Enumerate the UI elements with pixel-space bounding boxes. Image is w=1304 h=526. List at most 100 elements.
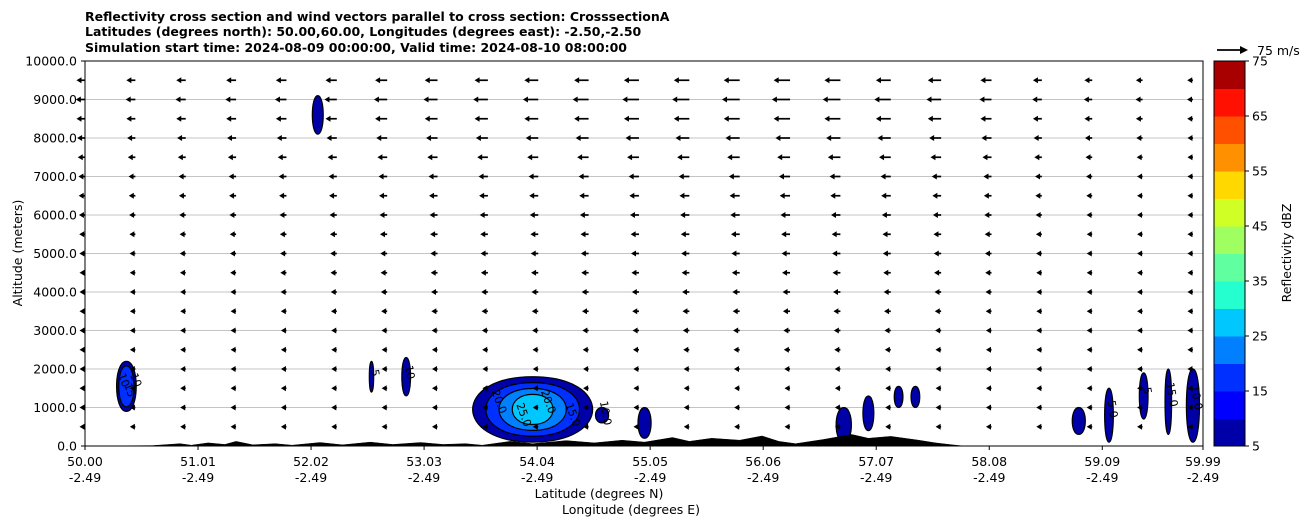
wind-vector bbox=[1137, 423, 1143, 430]
wind-vector bbox=[985, 423, 992, 430]
colorbar-tick-label: 55 bbox=[1252, 164, 1268, 179]
wind-vector bbox=[532, 327, 539, 334]
x-axis-ticks: 50.00-2.4951.01-2.4952.02-2.4953.03-2.49… bbox=[67, 446, 1221, 485]
wind-vector bbox=[1035, 231, 1042, 238]
wind-vector bbox=[885, 366, 891, 372]
wind-vector bbox=[827, 154, 841, 161]
wind-vector bbox=[1036, 269, 1042, 276]
wind-vector-head bbox=[1086, 423, 1092, 430]
wind-vector bbox=[935, 404, 942, 411]
wind-vector-head bbox=[1036, 346, 1042, 353]
wind-vector-head bbox=[877, 135, 883, 141]
wind-vector-head bbox=[79, 269, 85, 276]
wind-vector-head bbox=[834, 366, 840, 372]
wind-vector-head bbox=[730, 231, 736, 238]
quiver-key: 75 m/s bbox=[1217, 43, 1300, 58]
wind-vector bbox=[531, 289, 539, 295]
reflectivity-cell bbox=[637, 406, 652, 439]
wind-vector-head bbox=[731, 250, 737, 257]
wind-vector-head bbox=[529, 192, 535, 199]
wind-vector bbox=[934, 269, 942, 276]
wind-vector-head bbox=[79, 385, 85, 392]
wind-vector-head bbox=[672, 96, 678, 103]
wind-vector bbox=[280, 289, 287, 295]
y-tick-label: 8000.0 bbox=[33, 131, 77, 146]
wind-vector bbox=[279, 192, 287, 199]
wind-vector bbox=[179, 231, 186, 238]
wind-vector bbox=[631, 289, 639, 295]
wind-vector-head bbox=[822, 96, 828, 103]
wind-vector bbox=[331, 366, 337, 372]
wind-vector bbox=[881, 212, 891, 218]
wind-vector bbox=[984, 250, 992, 257]
wind-vector-head bbox=[480, 231, 486, 238]
wind-vector bbox=[280, 250, 287, 257]
wind-vector bbox=[426, 135, 438, 141]
wind-vector bbox=[230, 404, 237, 411]
wind-vector bbox=[1187, 404, 1193, 411]
wind-vector bbox=[683, 404, 690, 411]
wind-vector-head bbox=[479, 212, 485, 218]
wind-vector-head bbox=[1187, 269, 1193, 276]
wind-vector bbox=[1137, 346, 1143, 353]
wind-vector-head bbox=[623, 115, 629, 122]
wind-vector bbox=[428, 173, 438, 180]
wind-vector bbox=[381, 327, 388, 334]
wind-vector-head bbox=[731, 269, 737, 276]
wind-vector-head bbox=[330, 250, 336, 257]
wind-vector bbox=[280, 366, 287, 372]
wind-vector bbox=[834, 423, 841, 430]
wind-vector bbox=[628, 173, 639, 180]
wind-vector bbox=[1086, 366, 1093, 372]
wind-vector-head bbox=[935, 366, 941, 372]
colorbar-segment bbox=[1214, 308, 1245, 337]
wind-vector bbox=[579, 212, 589, 218]
wind-vector bbox=[330, 289, 337, 295]
wind-vector bbox=[127, 154, 136, 161]
wind-vector-head bbox=[1137, 231, 1143, 238]
contour-label: 5 bbox=[368, 368, 382, 377]
wind-vector-head bbox=[1036, 250, 1042, 257]
wind-vector-head bbox=[431, 346, 437, 353]
wind-vector bbox=[430, 250, 438, 257]
x-tick-label-lat: 51.01 bbox=[180, 454, 216, 469]
y-tick-label: 10000.0 bbox=[25, 54, 77, 69]
wind-vector-head bbox=[129, 212, 135, 218]
wind-vector-head bbox=[733, 327, 739, 334]
wind-vector-head bbox=[930, 154, 936, 161]
wind-vector-head bbox=[985, 404, 991, 411]
wind-vector-head bbox=[129, 308, 135, 315]
wind-vector-head bbox=[1086, 346, 1092, 353]
wind-vector-head bbox=[629, 212, 635, 218]
wind-vector bbox=[831, 231, 841, 238]
wind-vector bbox=[381, 346, 388, 353]
wind-vector bbox=[177, 154, 186, 161]
wind-vector bbox=[926, 96, 942, 103]
wind-vector-head bbox=[1034, 154, 1040, 161]
wind-vector bbox=[830, 192, 841, 199]
wind-vector bbox=[330, 308, 337, 315]
wind-vector bbox=[330, 269, 337, 276]
wind-vector bbox=[834, 404, 841, 411]
wind-vector bbox=[983, 173, 992, 180]
wind-vector bbox=[379, 231, 388, 238]
wind-vector bbox=[230, 385, 237, 392]
reflectivity-cell bbox=[893, 385, 904, 409]
wind-vector bbox=[834, 346, 841, 353]
wind-vector-head bbox=[175, 96, 181, 103]
wind-vector-head bbox=[733, 346, 739, 353]
wind-vector-head bbox=[528, 173, 534, 180]
wind-vector bbox=[830, 212, 841, 218]
wind-vector-head bbox=[177, 154, 183, 161]
wind-vector bbox=[178, 192, 186, 199]
wind-vector-head bbox=[683, 423, 689, 430]
contour-label: 10.0 bbox=[597, 400, 614, 426]
wind-vector bbox=[985, 308, 992, 315]
x-tick-label-lat: 59.09 bbox=[1084, 454, 1120, 469]
wind-vector-head bbox=[834, 346, 840, 353]
wind-vector bbox=[375, 77, 388, 84]
wind-vector-head bbox=[380, 269, 386, 276]
colorbar-segment bbox=[1214, 88, 1245, 117]
colorbar-tick-label: 75 bbox=[1252, 54, 1268, 69]
wind-vector-head bbox=[481, 289, 487, 295]
